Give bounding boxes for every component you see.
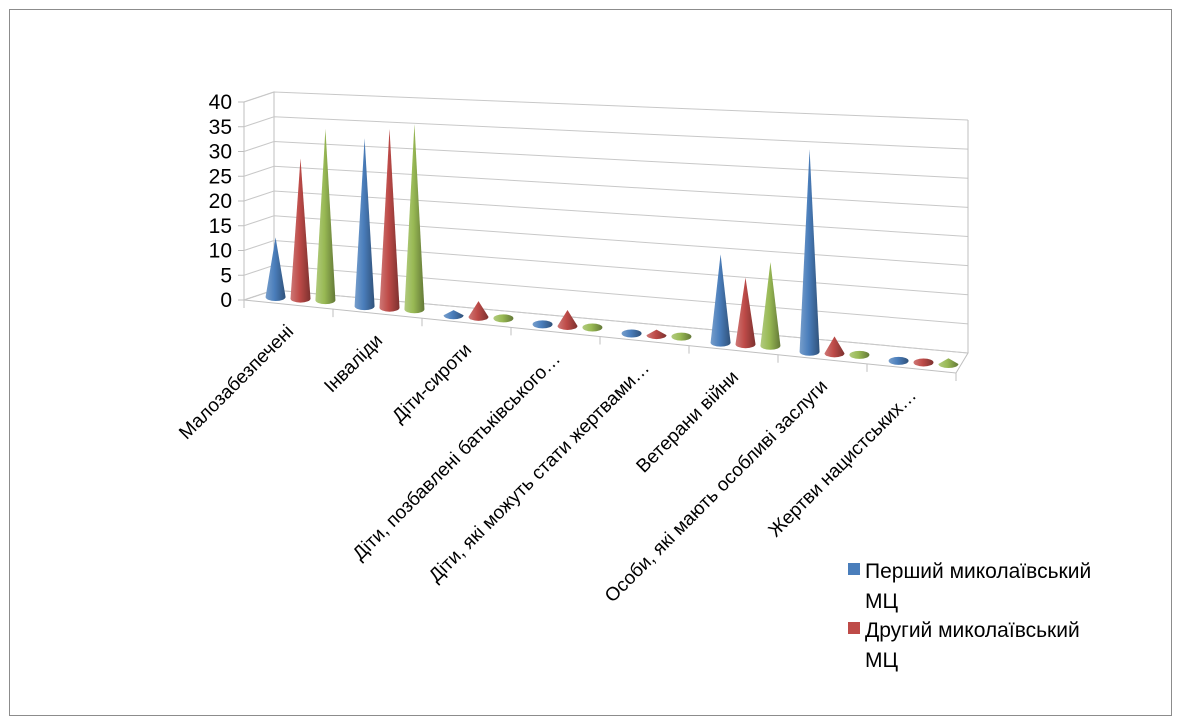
y-tick-label: 25 bbox=[209, 165, 232, 188]
cone-3 bbox=[404, 124, 425, 314]
cone-3 bbox=[938, 358, 959, 368]
cone-base bbox=[621, 329, 642, 338]
gridline bbox=[243, 116, 969, 150]
cone-1 bbox=[354, 138, 375, 311]
gridline bbox=[243, 91, 969, 121]
plot-walls bbox=[243, 91, 969, 374]
y-tick-label: 0 bbox=[220, 289, 232, 312]
cone-base bbox=[671, 332, 692, 341]
cone-body bbox=[468, 301, 489, 321]
cone-body bbox=[646, 329, 667, 340]
cone-1 bbox=[621, 329, 642, 338]
cone-1 bbox=[443, 310, 464, 320]
y-tick-label: 10 bbox=[209, 240, 232, 263]
gridline bbox=[243, 289, 969, 354]
cone-2 bbox=[824, 336, 845, 358]
gridlines bbox=[243, 91, 969, 354]
cone-1 bbox=[532, 320, 553, 329]
cone-body bbox=[354, 138, 375, 311]
cone-2 bbox=[735, 277, 756, 349]
cone-2 bbox=[290, 158, 311, 303]
cone-body bbox=[799, 149, 820, 356]
y-tick-label: 20 bbox=[209, 190, 232, 213]
cone-2 bbox=[379, 128, 400, 312]
cone-body bbox=[824, 336, 845, 358]
cone-body bbox=[710, 254, 731, 347]
y-tick-label: 15 bbox=[209, 215, 232, 238]
cone-1 bbox=[799, 149, 820, 356]
cone-base bbox=[913, 358, 934, 367]
cone-3 bbox=[493, 314, 514, 323]
x-category-label: Інваліди bbox=[320, 330, 387, 397]
cone-1 bbox=[265, 237, 286, 302]
cone-1 bbox=[888, 356, 909, 365]
cone-body bbox=[760, 262, 781, 350]
x-category-label: Особи, які мають особливі заслуги bbox=[601, 376, 832, 607]
x-category-label: Діти, позбавлені батьківського… bbox=[349, 349, 565, 565]
gridline bbox=[243, 215, 969, 267]
cone-3 bbox=[582, 323, 603, 332]
gridline bbox=[243, 165, 969, 208]
legend-label: МЦ bbox=[865, 649, 898, 672]
x-category-label: Діти, які можуть стати жертвами… bbox=[425, 358, 654, 587]
x-category-label: Діти-сироти bbox=[388, 339, 476, 427]
cone-body bbox=[938, 358, 959, 368]
x-category-label: Малозабезпечені bbox=[175, 321, 298, 444]
legend-label: МЦ bbox=[865, 590, 898, 613]
gridline bbox=[243, 264, 969, 325]
cone-2 bbox=[557, 309, 578, 330]
legend-label: Другий миколаївський bbox=[865, 619, 1080, 642]
cone-base bbox=[582, 323, 603, 332]
gridline bbox=[243, 190, 969, 237]
cone-base bbox=[532, 320, 553, 329]
cone-body bbox=[315, 128, 336, 305]
legend-swatch bbox=[848, 563, 860, 575]
gridline bbox=[243, 239, 969, 296]
cone-3 bbox=[760, 262, 781, 350]
cone-body bbox=[379, 128, 400, 312]
cone-base bbox=[888, 356, 909, 365]
legend: Перший миколаївський МЦ Другий миколаївськ… bbox=[848, 560, 1091, 672]
cone-3 bbox=[315, 128, 336, 305]
cone-body bbox=[443, 310, 464, 320]
cone-body bbox=[557, 309, 578, 330]
y-tick-label: 40 bbox=[209, 91, 232, 114]
cone-base bbox=[493, 314, 514, 323]
y-tick-label: 30 bbox=[209, 141, 232, 164]
cone-base bbox=[849, 350, 870, 359]
cone-body bbox=[735, 277, 756, 349]
gridline bbox=[243, 140, 969, 179]
cone-1 bbox=[710, 254, 731, 347]
y-tick-label: 5 bbox=[220, 264, 232, 287]
cone-3 bbox=[671, 332, 692, 341]
cone-series bbox=[265, 124, 959, 368]
cone-2 bbox=[468, 301, 489, 321]
x-category-label: Ветерани війни bbox=[633, 367, 743, 477]
y-tick-label: 35 bbox=[209, 116, 232, 139]
cone-body bbox=[290, 158, 311, 303]
cone-2 bbox=[646, 329, 667, 340]
cone-body bbox=[404, 124, 425, 314]
cone-3 bbox=[849, 350, 870, 359]
cone-2 bbox=[913, 358, 934, 367]
legend-swatch bbox=[848, 622, 860, 634]
legend-label: Перший миколаївський bbox=[865, 560, 1091, 583]
cone-body bbox=[265, 237, 286, 302]
chart-area bbox=[9, 9, 1172, 716]
